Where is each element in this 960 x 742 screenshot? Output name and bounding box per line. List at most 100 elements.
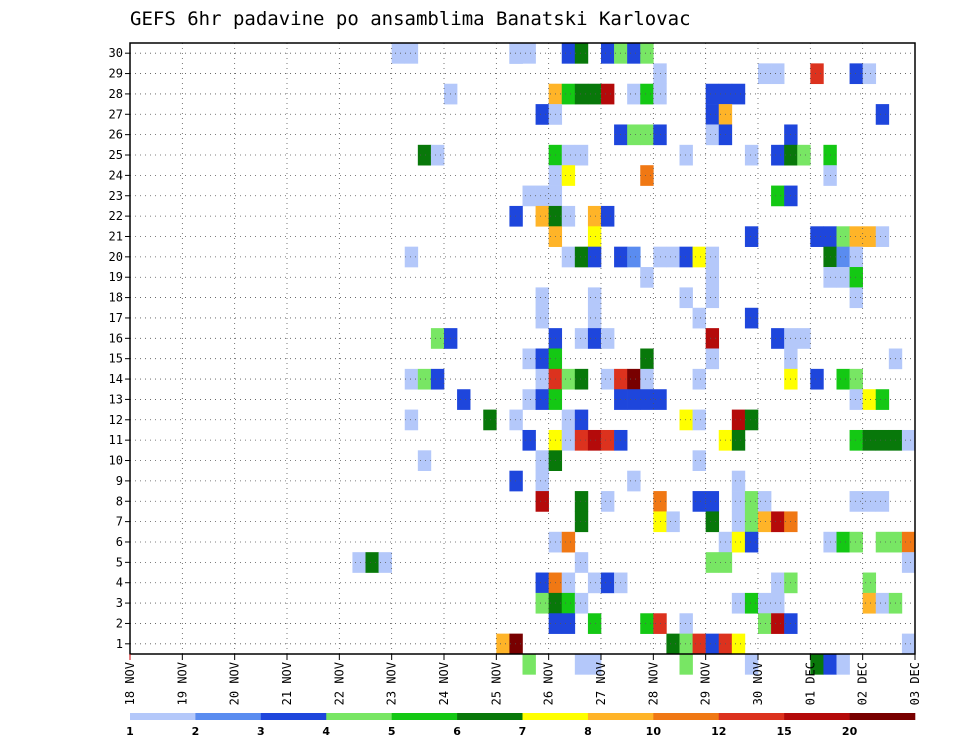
- data-cell: [587, 246, 602, 268]
- data-cell: [457, 389, 471, 410]
- data-cell: [849, 226, 863, 247]
- x-tick-label: 30 NOV: [751, 662, 765, 705]
- data-cell: [627, 368, 641, 390]
- data-cell: [797, 144, 811, 166]
- data-cell: [810, 63, 824, 85]
- data-cell: [744, 307, 759, 329]
- data-cell: [901, 552, 916, 573]
- data-cell: [535, 491, 549, 512]
- data-cell: [771, 511, 785, 533]
- data-cell: [535, 348, 549, 370]
- data-cell: [705, 491, 720, 512]
- data-cell: [509, 205, 523, 227]
- x-axis: 18 NOV 19 NOV 20 NOV 21 NOV 22 NOV 23 NOV 24 N…: [123, 654, 922, 705]
- data-cell: [574, 429, 589, 451]
- data-cell: [836, 246, 850, 268]
- x-tick-label: 18 NOV: [123, 662, 137, 705]
- data-cell: [561, 429, 576, 451]
- y-tick-label: 24: [109, 168, 123, 182]
- data-cell: [535, 450, 549, 471]
- data-cell: [561, 205, 576, 227]
- data-cell: [601, 43, 615, 64]
- y-tick-label: 11: [109, 433, 123, 447]
- data-cell: [731, 511, 746, 533]
- data-cell: [404, 43, 419, 64]
- data-cell: [522, 654, 536, 675]
- data-cell: [561, 246, 576, 268]
- data-cell: [640, 124, 654, 146]
- y-tick-label: 14: [109, 372, 123, 386]
- data-cell: [417, 450, 432, 471]
- data-cell: [587, 205, 602, 227]
- data-cell: [391, 43, 406, 64]
- y-tick-label: 2: [116, 616, 123, 630]
- data-cell: [601, 491, 615, 512]
- data-cell: [640, 83, 654, 105]
- data-cell: [731, 491, 746, 512]
- data-cell: [561, 165, 576, 186]
- x-tick-label: 23 NOV: [385, 662, 399, 705]
- data-cell: [627, 246, 641, 268]
- x-tick-label: 22 NOV: [332, 662, 346, 705]
- data-cell: [705, 267, 720, 288]
- data-cell: [849, 287, 863, 309]
- data-cell: [758, 63, 772, 85]
- data-cell: [679, 613, 693, 634]
- data-cell: [666, 246, 680, 268]
- data-cell: [535, 185, 549, 207]
- data-cell: [849, 267, 863, 288]
- colorbar-label: 1: [126, 725, 134, 738]
- data-cell: [771, 185, 785, 207]
- data-cell: [601, 429, 615, 451]
- y-tick-label: 8: [116, 494, 123, 508]
- x-tick-label: 25 NOV: [489, 662, 503, 705]
- data-cell: [679, 633, 693, 655]
- data-cell: [875, 531, 890, 553]
- y-axis: 1234567891011121314151617181920212223242…: [109, 46, 130, 651]
- data-cell: [587, 287, 602, 309]
- data-cell: [679, 409, 693, 431]
- data-cell: [875, 491, 890, 512]
- data-cell: [849, 389, 863, 410]
- data-cell: [522, 185, 536, 207]
- y-tick-label: 30: [109, 46, 123, 60]
- data-cell: [509, 43, 523, 64]
- data-cell: [705, 633, 720, 655]
- data-cell: [875, 429, 890, 451]
- y-tick-label: 20: [109, 250, 123, 264]
- data-cell: [692, 450, 706, 471]
- data-cell: [561, 572, 576, 594]
- data-cell: [404, 246, 419, 268]
- data-cell: [810, 654, 824, 675]
- data-cell: [862, 63, 877, 85]
- data-cell: [731, 531, 746, 553]
- data-cell: [836, 531, 850, 553]
- data-cell: [417, 144, 432, 166]
- data-cell: [797, 328, 811, 349]
- plot-frame: [129, 42, 916, 655]
- data-cell: [587, 429, 602, 451]
- data-cell: [836, 226, 850, 247]
- y-tick-label: 25: [109, 148, 123, 162]
- x-tick-label: 26 NOV: [542, 662, 556, 705]
- data-cell: [666, 511, 680, 533]
- data-cell: [574, 592, 589, 614]
- x-tick-label: 27 NOV: [594, 662, 608, 705]
- colorbar-label: 8: [584, 725, 592, 738]
- data-cell: [535, 205, 549, 227]
- data-cell: [587, 83, 602, 105]
- data-cell: [574, 654, 589, 675]
- data-cell: [849, 531, 863, 553]
- data-cell: [862, 592, 877, 614]
- data-cell: [640, 389, 654, 410]
- data-cell: [352, 552, 366, 573]
- y-tick-label: 23: [109, 189, 123, 203]
- data-cell: [771, 144, 785, 166]
- data-cell: [679, 287, 693, 309]
- data-cell: [509, 409, 523, 431]
- colorbar-swatch: [326, 713, 392, 720]
- y-tick-label: 6: [116, 535, 123, 549]
- data-cell: [744, 592, 759, 614]
- data-cell: [771, 613, 785, 634]
- data-cell: [561, 43, 576, 64]
